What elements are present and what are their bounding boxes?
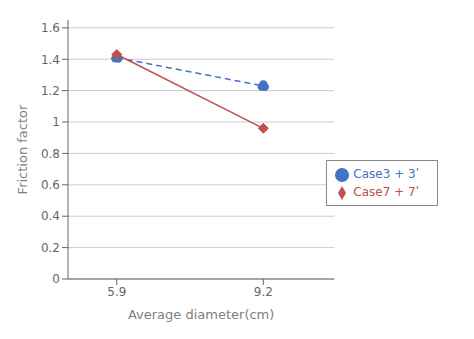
svg-text:Average diameter(cm): Average diameter(cm) bbox=[128, 307, 274, 322]
svg-text:9.2: 9.2 bbox=[254, 285, 273, 299]
svg-text:1: 1 bbox=[52, 115, 60, 129]
svg-text:0.6: 0.6 bbox=[41, 178, 60, 192]
svg-text:0.2: 0.2 bbox=[41, 241, 60, 255]
svg-text:0.8: 0.8 bbox=[41, 147, 60, 161]
html-text:Case7 + 7ʹ: Case7 + 7ʹ bbox=[353, 185, 419, 200]
svg-text:5.9: 5.9 bbox=[107, 285, 126, 299]
svg-text:1.2: 1.2 bbox=[41, 84, 60, 98]
svg-text:0.4: 0.4 bbox=[41, 209, 60, 223]
svg-text:1.4: 1.4 bbox=[41, 53, 60, 67]
svg-text:0: 0 bbox=[52, 272, 60, 286]
svg-text:Friction factor: Friction factor bbox=[15, 104, 30, 194]
html-text:Case3 + 3ʹ: Case3 + 3ʹ bbox=[353, 167, 419, 182]
svg-text:1.6: 1.6 bbox=[41, 21, 60, 35]
